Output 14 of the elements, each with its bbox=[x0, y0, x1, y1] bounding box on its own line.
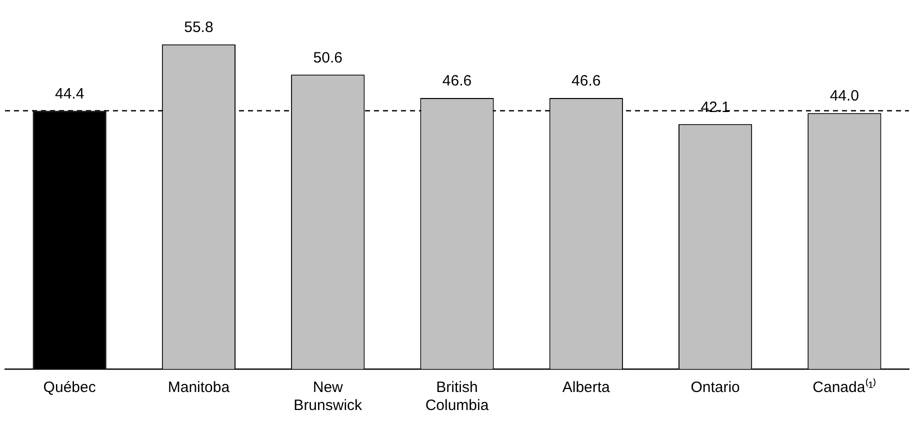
data-label: 44.4 bbox=[54, 85, 84, 102]
data-label: 46.6 bbox=[572, 72, 601, 90]
x-tick-label: Manitoba bbox=[168, 379, 230, 396]
x-tick-label: British Columbia bbox=[425, 379, 490, 414]
x-tick-label: Québec bbox=[43, 379, 96, 396]
x-tick-label: Canada⁽¹⁾ bbox=[812, 378, 876, 396]
data-label: 44.0 bbox=[830, 88, 860, 105]
x-tick-label: Ontario bbox=[690, 379, 740, 396]
x-tick-label: New Brunswick bbox=[294, 379, 363, 414]
data-label: 55.8 bbox=[184, 19, 214, 36]
data-label: 50.6 bbox=[313, 49, 342, 66]
data-label: 42.1 bbox=[700, 98, 730, 116]
x-tick-label: Alberta bbox=[562, 379, 611, 396]
data-label: 46.6 bbox=[442, 72, 472, 90]
